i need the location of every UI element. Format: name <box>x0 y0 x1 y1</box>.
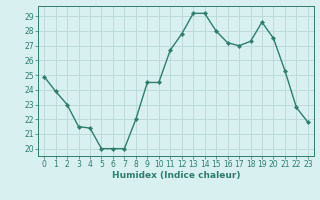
X-axis label: Humidex (Indice chaleur): Humidex (Indice chaleur) <box>112 171 240 180</box>
